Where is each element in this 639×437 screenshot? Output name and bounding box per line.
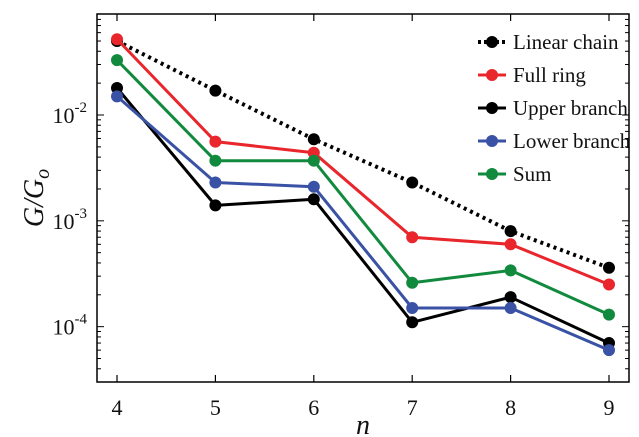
ticks-layer: 4 5 6 7 8 910-410-310-2 <box>53 13 629 420</box>
data-point <box>603 278 615 291</box>
y-axis-title-main: G/G <box>19 179 50 227</box>
plot-frame <box>96 13 630 383</box>
legend-item: Upper branch <box>478 96 628 120</box>
legend-item: Linear chain <box>478 30 619 54</box>
legend-item: Lower branch <box>478 129 631 153</box>
x-axis-title: n <box>356 410 370 437</box>
x-tick-label: 7 <box>407 395 418 420</box>
data-point <box>406 276 419 289</box>
data-point <box>406 302 419 315</box>
data-point <box>209 176 222 189</box>
legend-marker <box>486 168 498 180</box>
data-point <box>504 225 517 238</box>
x-tick-label: 4 <box>112 395 123 420</box>
y-tick-label-exponent: -2 <box>75 100 88 116</box>
legend-label: Linear chain <box>513 30 619 54</box>
data-point <box>603 308 615 321</box>
y-tick-label-exponent: -4 <box>75 312 88 328</box>
data-point <box>307 154 320 167</box>
legend-label: Lower branch <box>513 129 631 153</box>
data-point <box>111 90 123 103</box>
data-point <box>504 302 517 315</box>
y-tick-label-base: 10 <box>53 315 75 340</box>
series-sum <box>111 54 615 321</box>
legend-marker <box>486 69 498 81</box>
y-tick-label-exponent: -3 <box>75 206 88 222</box>
data-point <box>111 81 123 94</box>
data-point <box>504 291 517 304</box>
x-tick-label: 8 <box>505 395 516 420</box>
x-tick-label: 9 <box>604 395 615 420</box>
legend-marker <box>486 135 498 147</box>
series-upper-branch <box>111 81 615 350</box>
series-line <box>115 59 610 316</box>
data-point <box>504 264 517 277</box>
legend-label: Sum <box>513 162 552 186</box>
data-point <box>307 193 320 206</box>
data-point <box>406 231 419 244</box>
series-layer <box>111 33 615 357</box>
data-point <box>209 84 222 97</box>
series-line <box>115 87 610 345</box>
data-point <box>406 316 419 329</box>
x-tick-label: 5 <box>210 395 221 420</box>
data-point <box>209 199 222 212</box>
y-tick-label: 10-2 <box>53 100 88 128</box>
series-line <box>115 38 610 286</box>
data-point <box>307 180 320 193</box>
legend-item: Sum <box>478 162 552 186</box>
y-tick-label-base: 10 <box>53 103 75 128</box>
data-point <box>603 344 615 357</box>
data-point <box>406 176 419 189</box>
y-tick-label-base: 10 <box>53 209 75 234</box>
x-tick-label: 6 <box>308 395 319 420</box>
data-point <box>209 135 222 148</box>
legend-marker <box>486 102 498 114</box>
legend-label: Upper branch <box>513 96 628 120</box>
series-lower-branch <box>111 90 615 357</box>
series-line <box>116 95 610 352</box>
y-tick-label: 10-3 <box>53 206 88 234</box>
data-point <box>307 133 320 146</box>
data-point <box>603 261 615 274</box>
legend-label: Full ring <box>513 63 586 87</box>
legend-marker <box>486 36 498 48</box>
data-point <box>504 238 517 251</box>
data-point <box>209 154 222 167</box>
data-point <box>111 33 123 46</box>
y-axis-title: G/Go <box>19 169 54 227</box>
legend: Linear chain Full ring Upper branch Lower b… <box>478 30 631 186</box>
y-tick-label: 10-4 <box>53 312 88 340</box>
data-point <box>111 54 123 67</box>
series-line <box>116 39 610 270</box>
y-axis-title-sub: o <box>32 169 54 179</box>
legend-item: Full ring <box>478 63 586 87</box>
